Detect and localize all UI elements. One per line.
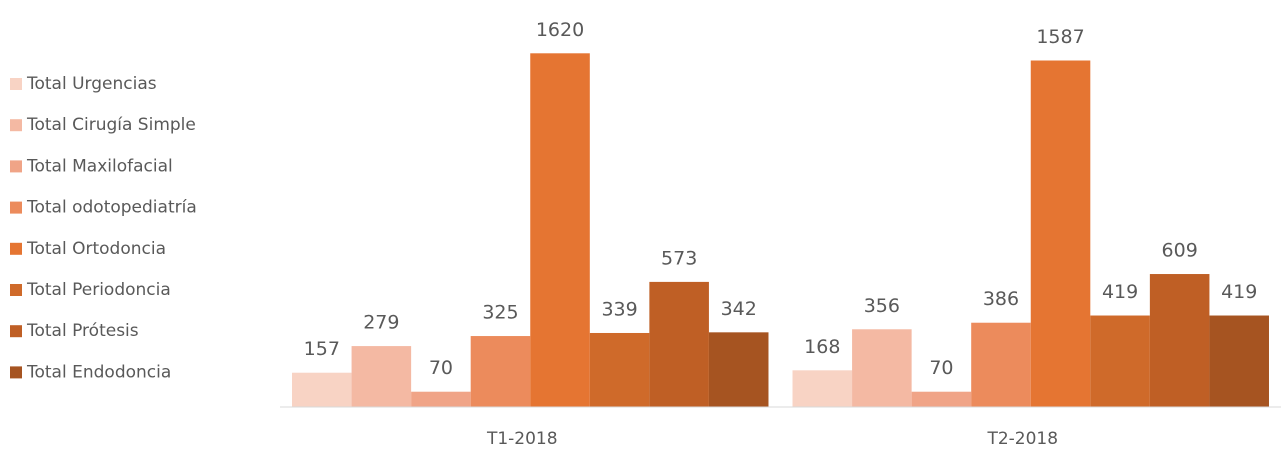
legend-swatch — [10, 366, 22, 379]
bar — [708, 332, 769, 407]
legend-swatch — [10, 201, 22, 214]
legend-swatch — [10, 119, 22, 132]
bar — [852, 329, 912, 407]
bar — [1149, 274, 1210, 407]
data-label: 157 — [304, 338, 340, 360]
data-label: 386 — [983, 288, 1019, 310]
data-label: 279 — [363, 312, 399, 334]
legend-swatch — [10, 78, 22, 90]
bar — [292, 372, 352, 407]
legend-label: Total Prótesis — [26, 321, 139, 341]
legend-label: Total Cirugía Simple — [26, 115, 196, 135]
bar — [530, 53, 590, 408]
legend-swatch — [10, 242, 22, 255]
data-label: 356 — [864, 295, 900, 317]
bar — [470, 336, 531, 407]
bar — [911, 391, 972, 407]
legend-label: Total Ortodoncia — [26, 239, 166, 259]
data-label: 168 — [804, 336, 840, 358]
data-label: 342 — [721, 298, 757, 320]
data-label: 419 — [1102, 281, 1138, 303]
bar — [649, 281, 709, 407]
bar — [971, 322, 1031, 407]
legend-swatch — [10, 160, 22, 173]
bar — [411, 391, 471, 407]
legend-label: Total Endodoncia — [26, 362, 171, 382]
bar — [792, 370, 853, 407]
legend-label: Total Urgencias — [26, 74, 157, 94]
bar — [1030, 60, 1091, 407]
data-label: 1620 — [536, 19, 584, 41]
data-label: 1587 — [1036, 26, 1084, 48]
x-tick-label: T2-2018 — [986, 429, 1058, 449]
data-label: 70 — [429, 357, 453, 379]
data-label: 339 — [601, 298, 637, 320]
legend-label: Total Periodoncia — [26, 280, 171, 300]
x-tick-label: T1-2018 — [486, 429, 558, 449]
legend-swatch — [10, 284, 22, 296]
data-label: 573 — [661, 247, 697, 269]
bar — [589, 332, 650, 407]
bar — [1090, 315, 1150, 407]
bar — [351, 346, 412, 407]
legend-label: Total odotopediatría — [26, 198, 197, 218]
data-label: 419 — [1221, 281, 1257, 303]
data-label: 325 — [482, 302, 518, 324]
data-label: 609 — [1162, 240, 1198, 262]
data-label: 70 — [929, 357, 953, 379]
bar — [1209, 315, 1269, 407]
legend-label: Total Maxilofacial — [26, 156, 173, 176]
legend-swatch — [10, 325, 22, 338]
